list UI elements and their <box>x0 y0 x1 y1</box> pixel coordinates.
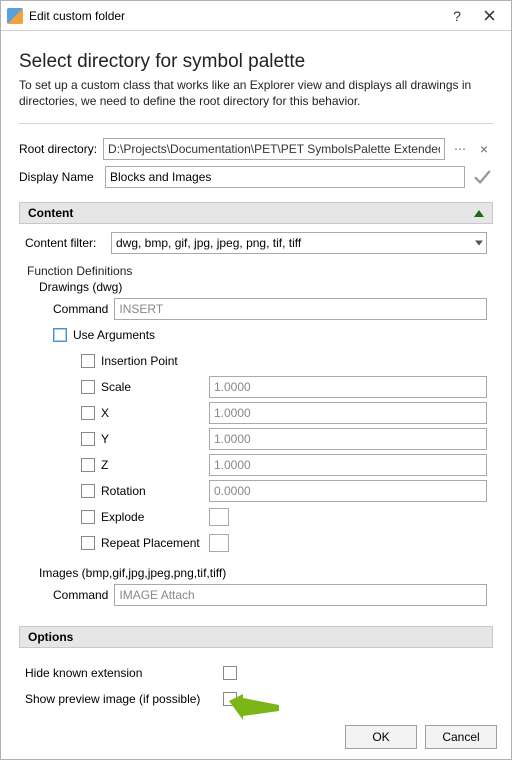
page-subtitle: To set up a custom class that works like… <box>19 77 493 109</box>
use-arguments-row: Use Arguments <box>53 328 487 342</box>
content-filter-combo[interactable] <box>111 232 487 254</box>
arg-checkbox-z[interactable] <box>81 458 95 472</box>
content-filter-value[interactable] <box>111 232 487 254</box>
arg-label-z: Z <box>101 458 108 472</box>
arg-label-repeat_placement: Repeat Placement <box>101 536 200 550</box>
root-directory-input[interactable] <box>103 138 445 160</box>
drawings-label: Drawings (dwg) <box>39 280 487 294</box>
show-preview-row: Show preview image (if possible) <box>25 686 487 712</box>
use-arguments-label: Use Arguments <box>73 328 155 342</box>
close-button[interactable] <box>473 4 505 28</box>
arg-input-z[interactable] <box>209 454 487 476</box>
show-preview-checkbox[interactable] <box>223 692 237 706</box>
content-section-title: Content <box>28 206 73 220</box>
images-command-row: Command <box>53 584 487 606</box>
arg-row-explode: Explode <box>81 504 487 530</box>
drawings-command-row: Command <box>53 298 487 320</box>
help-button[interactable]: ? <box>441 4 473 28</box>
ok-button[interactable]: OK <box>345 725 417 749</box>
hide-known-ext-checkbox[interactable] <box>223 666 237 680</box>
title-bar: Edit custom folder ? <box>1 1 511 31</box>
arg-smallbox-repeat_placement[interactable] <box>209 534 229 552</box>
content-filter-row: Content filter: <box>25 232 487 254</box>
arg-checkbox-rotation[interactable] <box>81 484 95 498</box>
dialog-buttons: OK Cancel <box>345 725 497 749</box>
checkmark-icon <box>473 168 491 186</box>
arg-row-insertion_point: Insertion Point <box>81 348 487 374</box>
close-icon <box>484 10 495 21</box>
browse-button[interactable]: ⋯ <box>451 142 469 156</box>
images-command-label: Command <box>53 588 108 602</box>
hide-known-ext-row: Hide known extension <box>25 660 487 686</box>
arg-checkbox-explode[interactable] <box>81 510 95 524</box>
arg-row-repeat_placement: Repeat Placement <box>81 530 487 556</box>
cancel-button[interactable]: Cancel <box>425 725 497 749</box>
use-arguments-checkbox[interactable] <box>53 328 67 342</box>
arg-row-z: Z <box>81 452 487 478</box>
separator <box>19 123 493 124</box>
arg-input-scale[interactable] <box>209 376 487 398</box>
drawings-command-input[interactable] <box>114 298 487 320</box>
display-name-input[interactable] <box>105 166 465 188</box>
content-section-body: Content filter: Function Definitions Dra… <box>19 232 493 622</box>
root-directory-label: Root directory: <box>19 142 97 156</box>
arg-row-rotation: Rotation <box>81 478 487 504</box>
arg-smallbox-explode[interactable] <box>209 508 229 526</box>
collapse-icon <box>474 210 484 217</box>
arg-checkbox-repeat_placement[interactable] <box>81 536 95 550</box>
arg-checkbox-scale[interactable] <box>81 380 95 394</box>
arg-checkbox-insertion_point[interactable] <box>81 354 95 368</box>
arg-label-rotation: Rotation <box>101 484 146 498</box>
arg-label-y: Y <box>101 432 109 446</box>
content-section-header[interactable]: Content <box>19 202 493 224</box>
arguments-grid: Insertion Point Scale XYZ Rotation Explode Re… <box>81 348 487 556</box>
options-section-body: Hide known extension Show preview image … <box>19 656 493 716</box>
root-directory-row: Root directory: ⋯ × <box>19 138 493 160</box>
show-preview-label: Show preview image (if possible) <box>25 692 215 706</box>
options-section-title: Options <box>28 630 73 644</box>
display-name-label: Display Name <box>19 170 99 184</box>
arg-label-scale: Scale <box>101 380 131 394</box>
images-command-input[interactable] <box>114 584 487 606</box>
arg-input-x[interactable] <box>209 402 487 424</box>
arg-input-rotation[interactable] <box>209 480 487 502</box>
window-title: Edit custom folder <box>29 9 441 23</box>
display-name-confirm-icon[interactable] <box>471 166 493 188</box>
arg-checkbox-x[interactable] <box>81 406 95 420</box>
images-label: Images (bmp,gif,jpg,jpeg,png,tif,tiff) <box>39 566 487 580</box>
content-filter-label: Content filter: <box>25 236 105 250</box>
hide-known-ext-label: Hide known extension <box>25 666 215 680</box>
arg-input-y[interactable] <box>209 428 487 450</box>
arg-label-insertion_point: Insertion Point <box>101 354 178 368</box>
drawings-command-label: Command <box>53 302 108 316</box>
options-section-header[interactable]: Options <box>19 626 493 648</box>
page-title: Select directory for symbol palette <box>19 51 493 73</box>
app-icon <box>7 8 23 24</box>
arg-label-explode: Explode <box>101 510 144 524</box>
arg-row-y: Y <box>81 426 487 452</box>
clear-button[interactable]: × <box>475 141 493 157</box>
function-definitions-label: Function Definitions <box>27 264 487 278</box>
display-name-row: Display Name <box>19 166 493 188</box>
dialog-body: Select directory for symbol palette To s… <box>1 31 511 716</box>
arg-row-scale: Scale <box>81 374 487 400</box>
arg-row-x: X <box>81 400 487 426</box>
arg-label-x: X <box>101 406 109 420</box>
arg-checkbox-y[interactable] <box>81 432 95 446</box>
